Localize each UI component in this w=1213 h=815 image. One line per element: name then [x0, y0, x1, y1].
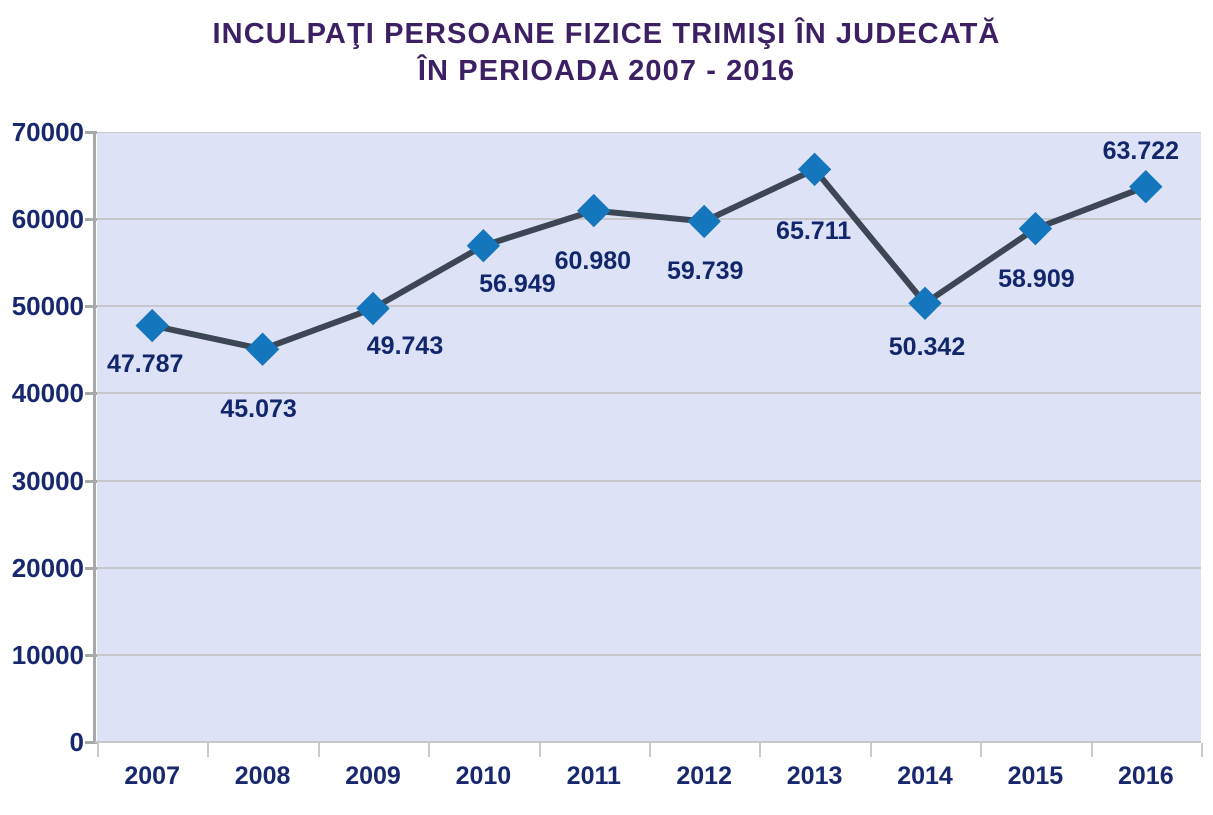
data-label: 60.980: [554, 246, 632, 275]
y-tick-mark: [85, 741, 97, 744]
y-axis-label: 20000: [11, 552, 84, 583]
x-axis-label: 2010: [455, 762, 512, 790]
y-tick-mark: [85, 653, 97, 657]
x-tick-mark: [980, 743, 983, 757]
y-axis-line: [93, 131, 96, 744]
gridline: [97, 479, 1201, 482]
gridline: [97, 305, 1201, 308]
data-label: 45.073: [220, 395, 297, 424]
data-label: 58.909: [998, 264, 1075, 293]
data-label: 59.739: [666, 257, 744, 286]
x-axis-label: 2015: [1007, 762, 1064, 790]
x-tick-mark: [869, 743, 872, 757]
gridline: [97, 653, 1201, 656]
y-axis-label: 70000: [11, 117, 84, 147]
gridline: [97, 392, 1201, 395]
x-tick-mark: [97, 743, 99, 757]
gridline: [97, 218, 1201, 221]
x-axis-line: [95, 741, 1201, 743]
chart-title: INCULPAŢI PERSOANE FIZICE TRIMIŞI ÎN JUD…: [212, 18, 1001, 87]
y-tick-mark: [85, 218, 97, 222]
y-axis-label: 50000: [11, 291, 84, 322]
data-label: 65.711: [776, 217, 852, 246]
y-axis-label: 40000: [11, 378, 84, 409]
y-tick-mark: [85, 479, 97, 483]
x-axis-label: 2008: [234, 762, 291, 790]
x-axis-label: 2016: [1117, 762, 1174, 790]
x-tick-mark: [428, 743, 431, 757]
y-tick-mark: [85, 392, 97, 396]
x-axis-label: 2011: [566, 762, 621, 790]
x-tick-mark: [317, 743, 320, 757]
x-tick-mark: [649, 743, 651, 757]
x-tick-mark: [207, 743, 210, 757]
x-axis-label: 2007: [124, 762, 180, 790]
x-tick-mark: [1090, 743, 1093, 757]
y-axis-label: 60000: [11, 204, 84, 235]
y-axis-label: 30000: [11, 465, 84, 496]
x-tick-mark: [1201, 743, 1203, 757]
data-label: 49.743: [366, 331, 444, 360]
y-axis-label: 10000: [11, 639, 84, 670]
data-label: 47.787: [106, 349, 184, 378]
x-axis-label: 2009: [345, 762, 401, 790]
y-tick-mark: [85, 305, 97, 309]
x-axis-label: 2012: [676, 762, 732, 790]
x-axis-label: 2014: [897, 762, 953, 790]
data-label: 50.342: [888, 333, 966, 362]
plot-area: [97, 132, 1201, 742]
y-tick-mark: [85, 566, 97, 570]
gridline: [97, 566, 1201, 569]
x-tick-mark: [538, 743, 541, 757]
data-label: 63.722: [1102, 136, 1180, 165]
x-tick-mark: [759, 743, 762, 757]
y-tick-mark: [85, 131, 97, 134]
x-axis-label: 2013: [786, 762, 843, 790]
y-axis-label: 0: [69, 727, 84, 757]
data-label: 56.949: [479, 269, 556, 298]
